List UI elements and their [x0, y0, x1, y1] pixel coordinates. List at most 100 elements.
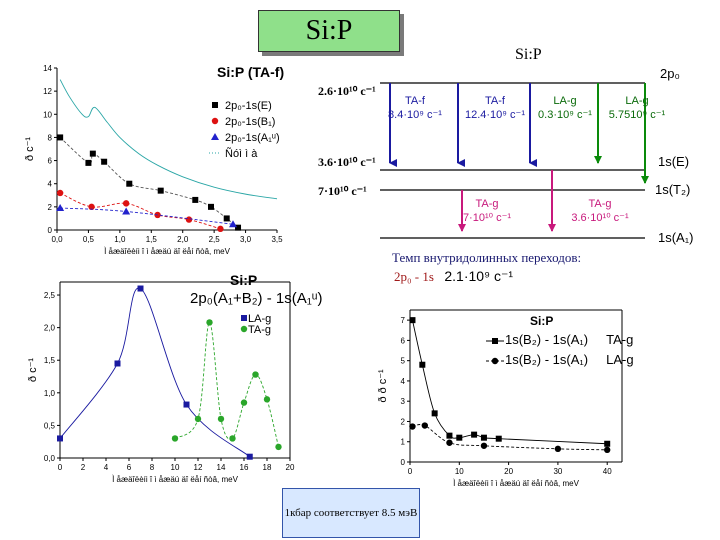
y-tick-label: 14 [43, 64, 52, 73]
transition-name: LA-g [553, 95, 577, 107]
x-tick-label: 3,0 [240, 235, 252, 244]
data-point [183, 401, 190, 408]
y-tick-label: 3 [401, 397, 406, 406]
legend-entry-1: 2p₀-1s(E) [225, 100, 272, 112]
legend-entry-4: Ñóì ì à [225, 148, 258, 160]
data-point [56, 189, 64, 197]
data-point [192, 196, 199, 203]
y-tick-label: 6 [401, 336, 406, 345]
x-tick-label: 18 [263, 463, 272, 472]
data-point [122, 200, 130, 207]
transition-ta-g-1: TA-g 7·10¹⁰ c⁻¹ [452, 197, 522, 225]
data-point [171, 435, 179, 442]
intervalley-label: Темп внутридолинных переходов: [392, 250, 582, 265]
data-point [409, 423, 416, 430]
transition-name: TA-g [588, 198, 612, 210]
state-2p0: 2p₀ [660, 66, 680, 81]
data-point [194, 415, 202, 423]
legend-row-ta: 1s(B₂) - 1s(A₁) TA-g [505, 330, 634, 350]
data-point [101, 158, 108, 165]
chart-2p0-1sA1: 0 2 4 6 8 10 12 14 16 18 20 0,0 0,5 1,0 1,5 2,0 2,5 Ì åæä… [27, 281, 295, 484]
chart2-legend: LA-g TA-g [248, 314, 271, 336]
data-point [85, 159, 92, 166]
y-tick-label: 0,5 [44, 421, 56, 430]
transition-la-g-2: LA-g 5.7510⁹ c⁻¹ [602, 94, 672, 122]
x-tick-label: 20 [286, 463, 295, 472]
data-point [419, 361, 426, 368]
data-point [185, 216, 193, 223]
transition-rate: 7·10¹⁰ c⁻¹ [462, 212, 512, 224]
data-point [208, 203, 214, 210]
y-tick-label: 12 [43, 87, 52, 96]
x-tick-label: 0,5 [83, 235, 95, 244]
y-tick-label: 4 [401, 377, 406, 386]
legend-tag: LA-g [606, 352, 634, 367]
legend-marker-ta-g [240, 325, 248, 333]
data-point [137, 285, 144, 292]
data-point [604, 440, 611, 447]
intervalley-rate: 2.1·10⁹ c⁻¹ [444, 268, 514, 284]
x-tick-label: 3,5 [271, 235, 283, 244]
transition-name: LA-g [625, 95, 649, 107]
legend-entry-2: 2p₀-1s(B₁) [225, 116, 276, 128]
transition-rate: 3.6·10¹⁰ c⁻¹ [571, 212, 629, 224]
transition-ta-g-2: TA-g 3.6·10¹⁰ c⁻¹ [562, 197, 638, 225]
data-point [57, 134, 64, 141]
legend-entry: 1s(B₂) - 1s(A₁) [505, 352, 589, 367]
level-rate-2p0: 2.6·10¹⁰ c⁻¹ [318, 84, 376, 98]
data-point [409, 317, 416, 324]
data-point [446, 439, 453, 446]
data-point [480, 442, 488, 449]
chart2-title: Si:P [230, 272, 258, 288]
data-point [446, 432, 453, 439]
y-tick-label: 6 [48, 157, 53, 166]
series-fit-1 [412, 424, 608, 451]
x-tick-label: 12 [194, 463, 203, 472]
y-tick-label: 0 [48, 226, 53, 235]
data-point [88, 203, 95, 211]
chart-ta-f: 0,0 0,5 1,0 1,5 2,0 2,5 3,0 3,5 0 2 4 6 8 10 12 14 Ì åæä… [24, 64, 283, 256]
transition-ta-f-1: TA-f 8.4·10⁹ c⁻¹ [380, 94, 450, 122]
data-point [126, 180, 133, 187]
data-point [223, 215, 230, 222]
y-tick-label: 7 [401, 316, 406, 325]
y-tick-label: 2 [48, 203, 53, 212]
data-point [495, 435, 502, 442]
y-tick-label: 2,5 [44, 291, 56, 300]
x-tick-label: 10 [171, 463, 180, 472]
data-point [114, 360, 121, 367]
series-fit-0 [59, 287, 251, 458]
transition-name: TA-g [475, 198, 499, 210]
data-point [252, 371, 259, 378]
legend-marker-la-g [241, 315, 247, 321]
x-axis-label: Ì åæäîëèíi î ì åæäú äî ëåí ñòâ, meV [104, 247, 231, 256]
data-point [604, 446, 611, 454]
legend-marker-la [491, 357, 499, 365]
data-point [229, 435, 236, 442]
series-fit-1 [174, 321, 279, 448]
data-point [240, 399, 248, 406]
x-tick-label: 16 [240, 463, 249, 472]
x-axis-label: Ì åæäîëèíi î ì åæäú äî ëåí ñòâ, meV [453, 479, 580, 488]
y-tick-label: 1,5 [44, 356, 56, 365]
legend-row-la: 1s(B₂) - 1s(A₁) LA-g [505, 350, 634, 370]
chart1-legend: 2p₀-1s(E) 2p₀-1s(B₁) 2p₀-1s(A₁ᵘ) Ñóì ì à [225, 98, 280, 162]
transition-rate: 5.7510⁹ c⁻¹ [608, 109, 666, 121]
data-point [471, 431, 478, 438]
legend-marker-ta [492, 338, 498, 344]
y-tick-label: 10 [43, 110, 52, 119]
data-point [89, 150, 96, 157]
x-tick-label: 6 [127, 463, 132, 472]
legend-tag: TA-g [606, 332, 634, 347]
data-point [480, 434, 487, 441]
legend-entry-ta-g: TA-g [248, 324, 272, 336]
x-tick-label: 10 [455, 467, 464, 476]
intervalley-row: 2p₀ - 1s 2.1·10⁹ c⁻¹ [394, 268, 513, 286]
x-axis-label: Ì åæäîëèíi î ì åæäú äî ëåí ñòâ, meV [112, 475, 239, 484]
series-line-3 [59, 79, 278, 200]
series-fit-0 [59, 137, 239, 229]
legend-entry-la-g: LA-g [248, 313, 272, 325]
data-point [56, 204, 65, 212]
transition-ta-f-2: TA-f 12.4·10⁹ c⁻¹ [460, 94, 530, 122]
x-tick-label: 8 [150, 463, 155, 472]
